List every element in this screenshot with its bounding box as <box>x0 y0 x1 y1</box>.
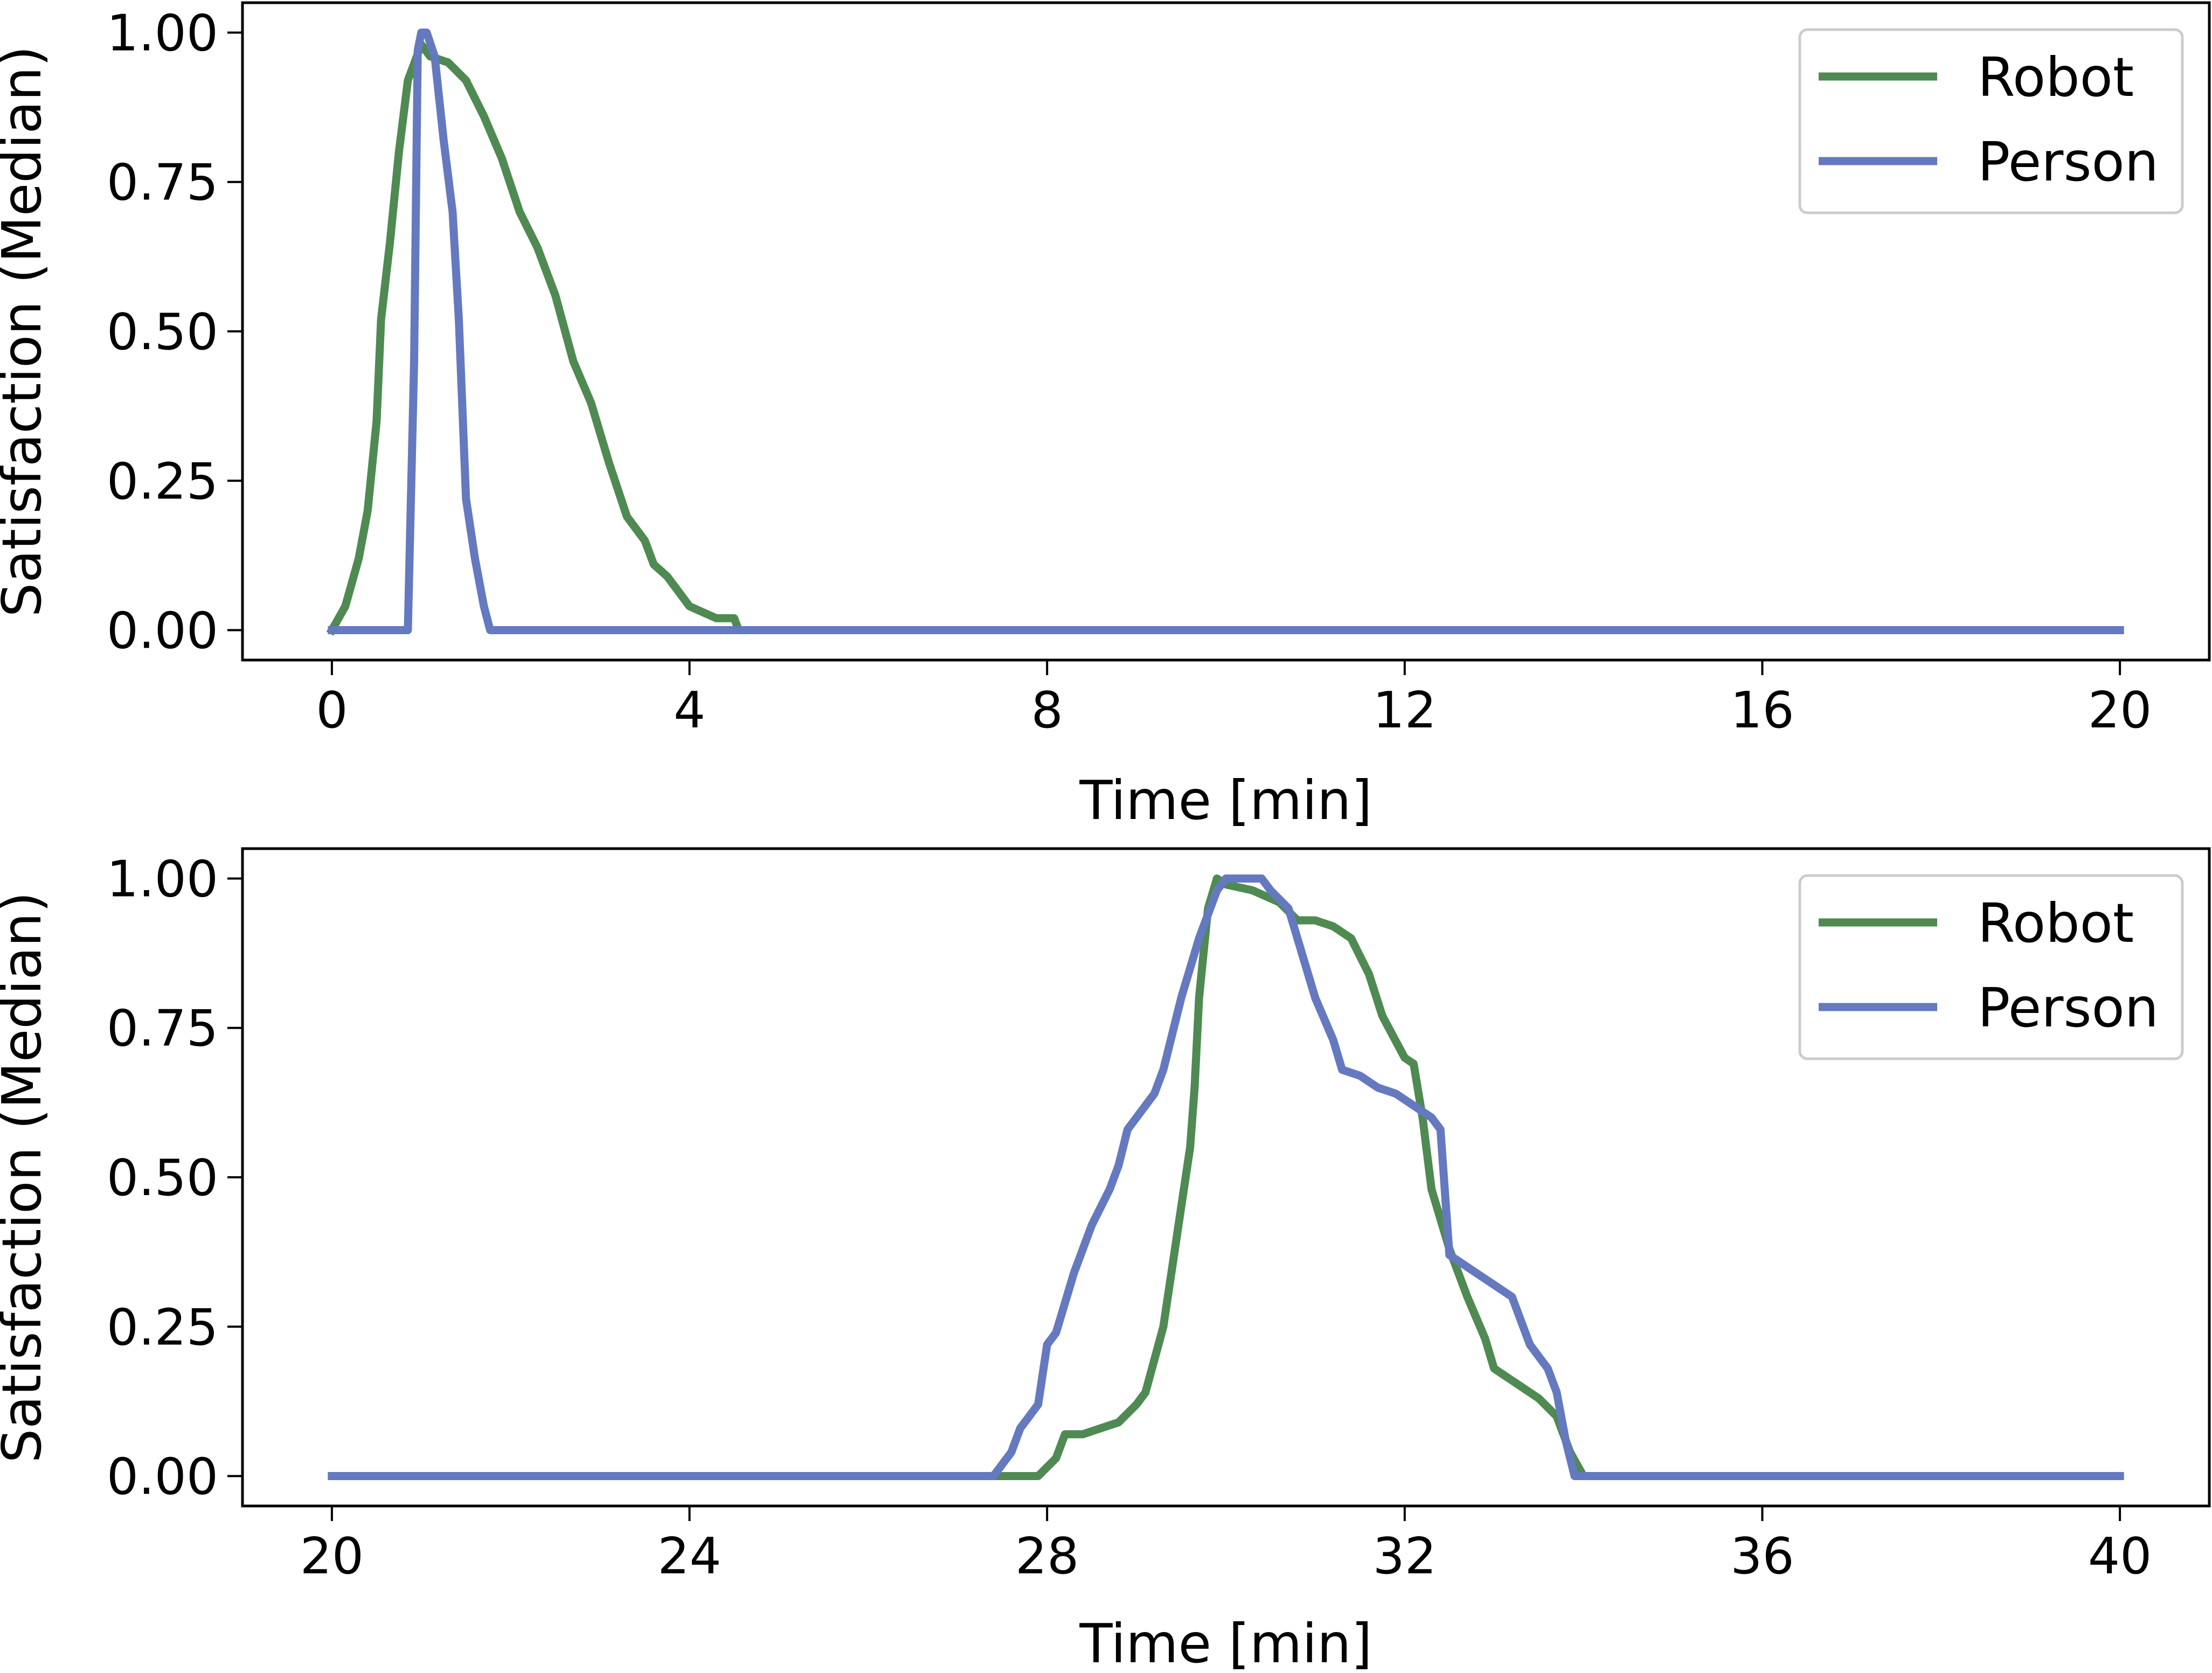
y-axis-label: Satisfaction (Median) <box>0 46 53 617</box>
series-line-person <box>328 29 2124 634</box>
y-tick-label: 0.00 <box>107 602 218 660</box>
y-tick-label: 0.00 <box>107 1448 218 1506</box>
y-tick-label: 0.75 <box>107 999 218 1058</box>
bottom-panel: 20 24 28 32 36 40 0.00 0.25 0.50 0.75 1.00 Time [mi… <box>0 847 2211 1673</box>
y-axis-label: Satisfaction (Median) <box>0 892 53 1463</box>
y-tick-label: 0.25 <box>107 1298 218 1356</box>
x-tick-label: 24 <box>657 1527 721 1585</box>
x-tick-label: 4 <box>674 681 705 739</box>
y-tick-label: 0.25 <box>107 452 218 510</box>
x-tick-label: 16 <box>1730 681 1794 739</box>
x-axis-label: Time [min] <box>1079 769 1372 832</box>
y-tick-label: 1.00 <box>107 850 218 908</box>
x-tick-label: 32 <box>1373 1527 1437 1585</box>
x-tick-label: 0 <box>316 681 348 739</box>
y-tick-label: 0.75 <box>107 154 218 212</box>
y-tick-label: 0.50 <box>107 303 218 361</box>
legend-label-robot: Robot <box>1978 46 2134 109</box>
x-tick-label: 40 <box>2088 1527 2152 1585</box>
legend-label-robot: Robot <box>1978 892 2134 955</box>
series-line-robot <box>326 40 2124 636</box>
x-tick-label: 28 <box>1015 1527 1079 1585</box>
legend-label-person: Person <box>1978 130 2159 193</box>
x-tick-label: 20 <box>300 1527 364 1585</box>
y-tick-label: 1.00 <box>107 4 218 62</box>
legend-label-person: Person <box>1978 976 2159 1039</box>
x-tick-label: 20 <box>2088 681 2152 739</box>
x-axis-label: Time [min] <box>1079 1612 1372 1673</box>
x-tick-label: 8 <box>1031 681 1063 739</box>
series-line-person <box>328 874 2124 1480</box>
x-tick-label: 36 <box>1730 1527 1794 1585</box>
x-tick-label: 12 <box>1373 681 1437 739</box>
top-panel: 0 4 8 12 16 20 0.00 0.25 0.50 0.75 1.00 Time [min] S… <box>0 1 2211 832</box>
y-tick-label: 0.50 <box>107 1149 218 1207</box>
